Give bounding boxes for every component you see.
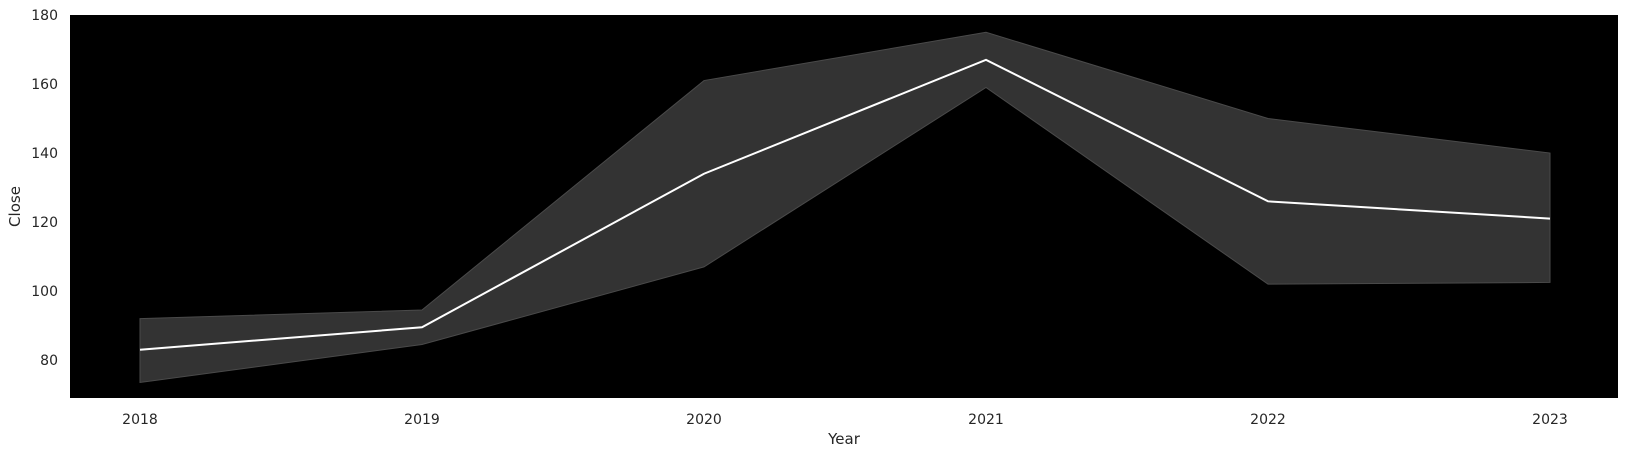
- x-tick-label: 2020: [686, 412, 722, 428]
- y-axis-ticks: 80 100 120 140 160 180: [31, 8, 58, 369]
- x-tick-label: 2018: [122, 412, 158, 428]
- x-tick-label: 2019: [404, 412, 440, 428]
- y-tick-label: 180: [31, 8, 58, 24]
- y-tick-label: 100: [31, 284, 58, 300]
- x-tick-label: 2023: [1532, 412, 1568, 428]
- x-axis-ticks: 2018 2019 2020 2021 2022 2023: [122, 412, 1568, 428]
- y-axis-label: Close: [6, 186, 24, 227]
- y-tick-label: 120: [31, 215, 58, 231]
- series-line-close: [139, 58, 1551, 351]
- confidence-band: [139, 31, 1551, 384]
- x-axis-label: Year: [827, 430, 861, 448]
- x-tick-label: 2021: [968, 412, 1004, 428]
- y-tick-label: 140: [31, 146, 58, 162]
- y-tick-label: 80: [40, 353, 58, 369]
- x-tick-label: 2022: [1250, 412, 1286, 428]
- y-tick-label: 160: [31, 77, 58, 93]
